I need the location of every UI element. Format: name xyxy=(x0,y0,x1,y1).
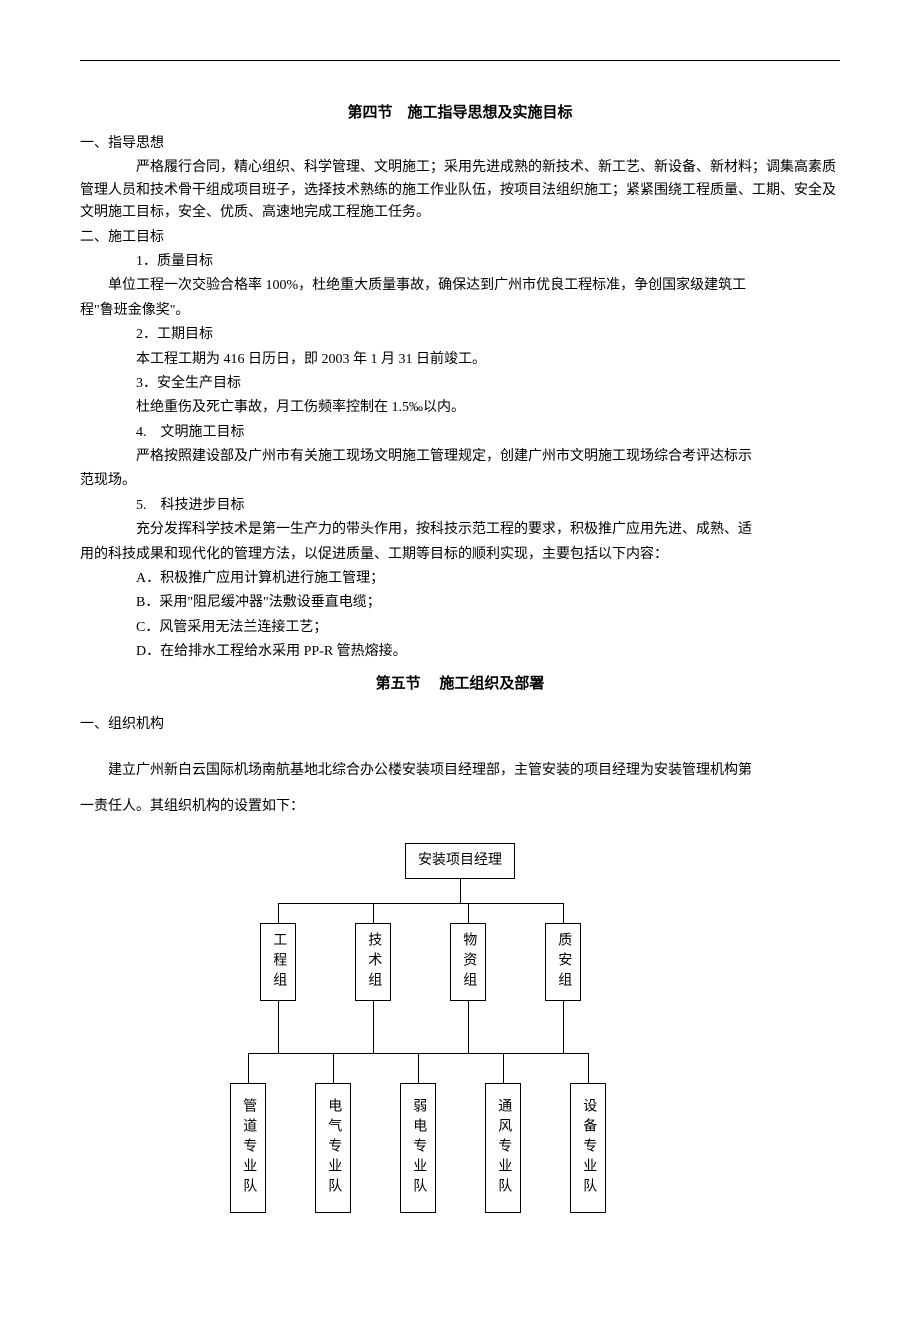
s4-p6b: 用的科技成果和现代化的管理方法，以促进质量、工期等目标的顺利实现，主要包括以下内… xyxy=(80,544,840,566)
connector xyxy=(588,1053,589,1083)
s5-p1: 建立广州新白云国际机场南航基地北综合办公楼安装项目经理部，主管安装的项目经理为安… xyxy=(80,754,840,788)
section5-title: 第五节 施工组织及部署 xyxy=(80,672,840,696)
connector xyxy=(418,1053,419,1083)
org-l3-4: 设备专业队 xyxy=(570,1083,606,1213)
s4-p5a: 严格按照建设部及广州市有关施工现场文明施工管理规定，创建广州市文明施工现场综合考… xyxy=(80,446,840,468)
s4-h1: 一、指导思想 xyxy=(80,133,840,155)
org-l3-1: 电气专业队 xyxy=(315,1083,351,1213)
s5-p2: 一责任人。其组织机构的设置如下： xyxy=(80,790,840,824)
s4-ld: D．在给排水工程给水采用 PP-R 管热熔接。 xyxy=(80,641,840,663)
s4-h2: 二、施工目标 xyxy=(80,227,840,249)
org-l2-3: 质安组 xyxy=(545,923,581,1001)
connector xyxy=(460,879,461,903)
connector xyxy=(563,1001,564,1053)
s4-i2: 2．工期目标 xyxy=(80,324,840,346)
connector xyxy=(248,1053,249,1083)
s4-p5b: 范现场。 xyxy=(80,470,840,492)
s5-h1: 一、组织机构 xyxy=(80,714,840,736)
top-rule xyxy=(80,60,840,61)
s4-p3: 本工程工期为 416 日历日，即 2003 年 1 月 31 日前竣工。 xyxy=(80,349,840,371)
org-l3-3: 通风专业队 xyxy=(485,1083,521,1213)
s4-p2b: 程"鲁班金像奖"。 xyxy=(80,300,840,322)
s4-i3: 3．安全生产目标 xyxy=(80,373,840,395)
s4-lc: C．风管采用无法兰连接工艺； xyxy=(80,617,840,639)
org-root: 安装项目经理 xyxy=(405,843,515,879)
connector xyxy=(563,903,564,923)
connector xyxy=(333,1053,334,1083)
connector xyxy=(468,903,469,923)
s4-p6a: 充分发挥科学技术是第一生产力的带头作用，按科技示范工程的要求，积极推广应用先进、… xyxy=(80,519,840,541)
org-l3-2: 弱电专业队 xyxy=(400,1083,436,1213)
connector xyxy=(278,1001,279,1053)
org-chart: 安装项目经理工程组 技术组 物资组 质安组管道专业队 电气专业队 弱电专业队 通风专业队 设备… xyxy=(220,843,700,1263)
connector xyxy=(468,1001,469,1053)
section4-title: 第四节 施工指导思想及实施目标 xyxy=(80,101,840,125)
s4-i4: 4. 文明施工目标 xyxy=(80,422,840,444)
connector xyxy=(278,903,279,923)
connector xyxy=(503,1053,504,1083)
org-l2-0: 工程组 xyxy=(260,923,296,1001)
s4-lb: B．采用"阻尼缓冲器"法敷设垂直电缆； xyxy=(80,592,840,614)
s4-p1: 严格履行合同，精心组织、科学管理、文明施工；采用先进成熟的新技术、新工艺、新设备… xyxy=(80,157,840,224)
org-l3-0: 管道专业队 xyxy=(230,1083,266,1213)
connector xyxy=(373,1001,374,1053)
s4-p4: 杜绝重伤及死亡事故，月工伤频率控制在 1.5‰以内。 xyxy=(80,397,840,419)
org-l2-1: 技术组 xyxy=(355,923,391,1001)
s4-i5: 5. 科技进步目标 xyxy=(80,495,840,517)
s4-la: A．积极推广应用计算机进行施工管理； xyxy=(80,568,840,590)
s4-p1-text: 严格履行合同，精心组织、科学管理、文明施工；采用先进成熟的新技术、新工艺、新设备… xyxy=(80,160,836,220)
connector xyxy=(373,903,374,923)
s4-i1: 1．质量目标 xyxy=(80,251,840,273)
connector xyxy=(278,903,563,904)
s4-p2a: 单位工程一次交验合格率 100%，杜绝重大质量事故，确保达到广州市优良工程标准，… xyxy=(80,275,840,297)
org-l2-2: 物资组 xyxy=(450,923,486,1001)
